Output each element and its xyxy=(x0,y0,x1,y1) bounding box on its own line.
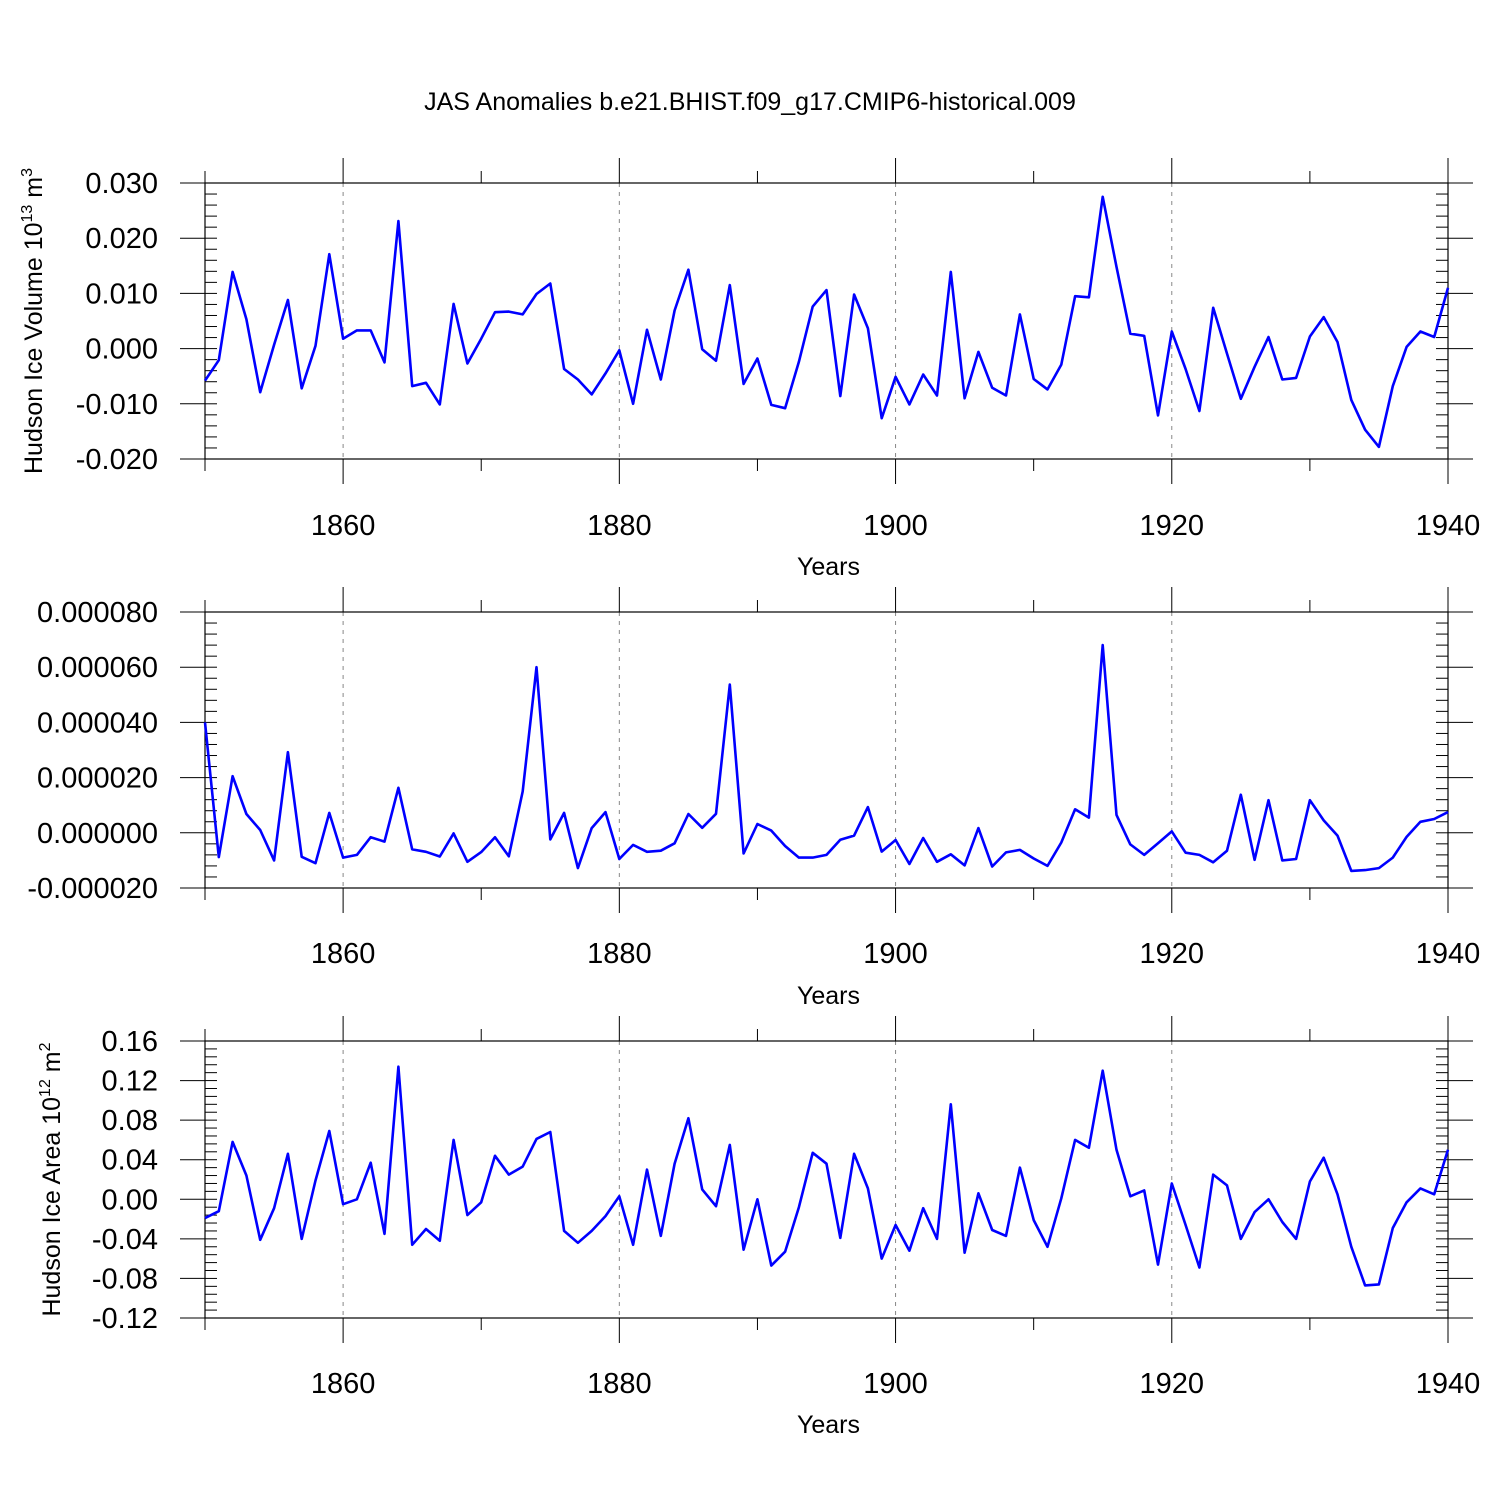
x-tick-label: 1940 xyxy=(1416,938,1481,970)
x-tick-label: 1900 xyxy=(863,510,928,542)
y-tick-label: 0.000 xyxy=(85,334,158,366)
x-tick-label: 1940 xyxy=(1416,510,1481,542)
x-tick-label: 1860 xyxy=(311,938,376,970)
panel-middle: -0.000020 0.000000 0.000020 0.000040 0.00006… xyxy=(27,587,1480,1010)
x-axis-label: Years xyxy=(797,1411,860,1439)
plot-frame xyxy=(204,1040,1449,1319)
y-tick-label: 0.010 xyxy=(85,278,158,310)
y-tick-label: -0.020 xyxy=(76,444,158,476)
series-line xyxy=(203,195,1450,449)
x-tick-label: 1880 xyxy=(587,938,652,970)
x-tick-label: 1860 xyxy=(311,510,376,542)
x-axis-label: Years xyxy=(797,553,860,581)
y-tick-label: 0.16 xyxy=(102,1026,158,1058)
figure-title: JAS Anomalies b.e21.BHIST.f09_g17.CMIP6-… xyxy=(424,88,1076,116)
y-tick-label: 0.12 xyxy=(102,1066,158,1098)
y-tick-label: -0.000020 xyxy=(27,873,158,905)
panel-area: -0.12 -0.08 -0.04 0.00 0.04 0.08 0.12 0.16 1860 1… xyxy=(37,1016,1480,1439)
x-tick-label: 1880 xyxy=(587,1368,652,1400)
y-tick-label: 0.04 xyxy=(102,1145,158,1177)
y-tick-label: -0.010 xyxy=(76,389,158,421)
x-tick-label: 1940 xyxy=(1416,1368,1481,1400)
x-axis-label: Years xyxy=(797,982,860,1010)
x-tick-label: 1880 xyxy=(587,510,652,542)
y-tick-label: 0.08 xyxy=(102,1105,158,1137)
y-tick-label: 0.000080 xyxy=(37,597,158,629)
x-tick-label: 1920 xyxy=(1140,1368,1205,1400)
y-tick-label: 0.00 xyxy=(102,1184,158,1216)
y-tick-label: 0.000020 xyxy=(37,763,158,795)
y-tick-label: 0.000040 xyxy=(37,707,158,739)
plot-frame xyxy=(204,611,1449,889)
x-tick-label: 1920 xyxy=(1140,938,1205,970)
x-tick-label: 1860 xyxy=(311,1368,376,1400)
x-tick-label: 1900 xyxy=(863,1368,928,1400)
y-tick-label: -0.12 xyxy=(92,1303,158,1335)
y-axis-label: Hudson Ice Area 1012 m2 xyxy=(37,1042,66,1316)
x-tick-label: 1920 xyxy=(1140,510,1205,542)
y-tick-label: -0.08 xyxy=(92,1263,158,1295)
y-tick-label: 0.020 xyxy=(85,223,158,255)
series-line xyxy=(204,1065,1450,1287)
panel-volume: -0.020 -0.010 0.000 0.010 0.020 0.030 1860 1880… xyxy=(19,158,1480,581)
x-tick-label: 1900 xyxy=(863,938,928,970)
y-axis-label: Hudson Ice Volume 1013 m3 xyxy=(19,168,48,474)
y-tick-label: 0.030 xyxy=(85,168,158,200)
y-tick-label: 0.000000 xyxy=(37,818,158,850)
y-tick-label: -0.04 xyxy=(92,1224,158,1256)
plot-frame xyxy=(204,182,1449,460)
series-line xyxy=(203,643,1449,873)
y-tick-label: 0.000060 xyxy=(37,652,158,684)
